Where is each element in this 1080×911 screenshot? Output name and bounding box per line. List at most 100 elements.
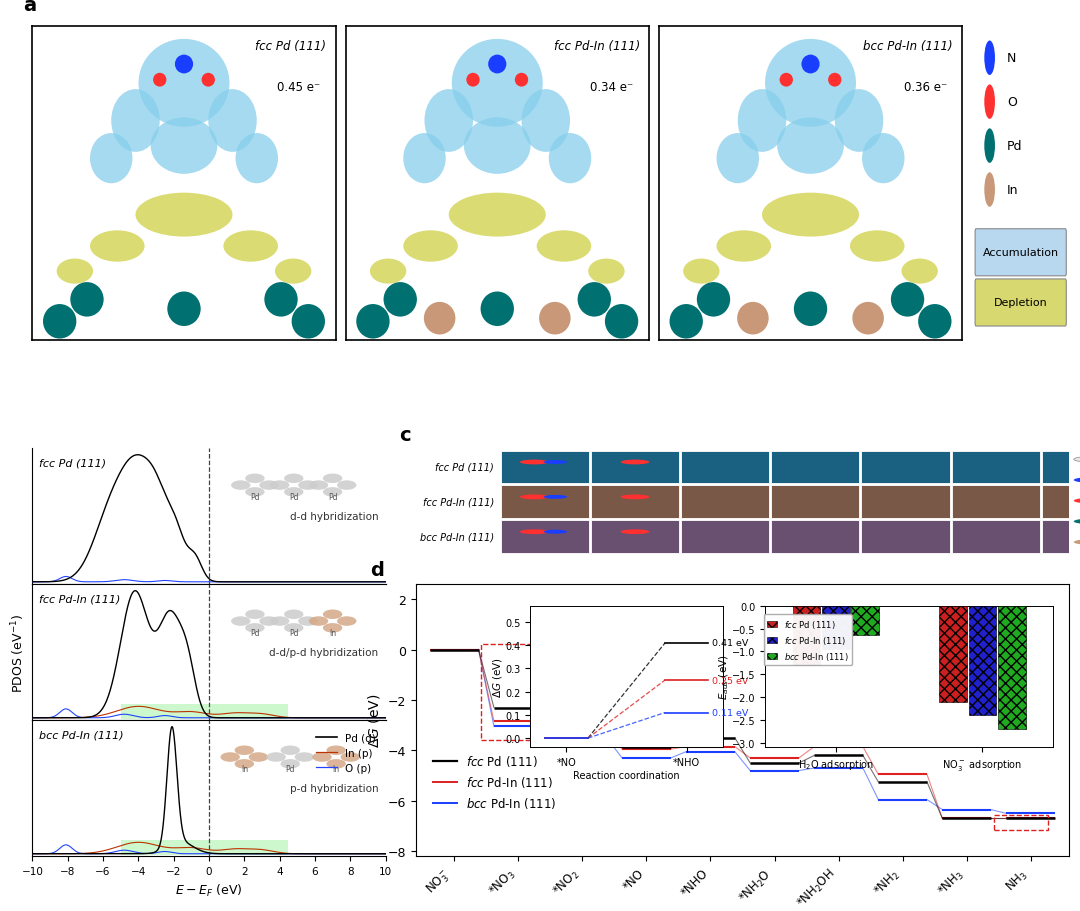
Ellipse shape	[326, 745, 346, 755]
Ellipse shape	[270, 481, 289, 490]
Circle shape	[697, 282, 730, 317]
Ellipse shape	[424, 90, 473, 153]
Circle shape	[605, 304, 638, 339]
Circle shape	[43, 304, 77, 339]
Text: fcc Pd-In (111): fcc Pd-In (111)	[40, 594, 121, 604]
Bar	[501, 521, 589, 553]
Text: fcc Pd (111): fcc Pd (111)	[40, 458, 107, 468]
Circle shape	[265, 282, 298, 317]
Circle shape	[621, 529, 649, 535]
Circle shape	[984, 86, 995, 119]
Ellipse shape	[902, 260, 937, 284]
Bar	[501, 486, 589, 518]
Ellipse shape	[323, 609, 342, 619]
FancyBboxPatch shape	[975, 230, 1066, 277]
Bar	[951, 451, 1040, 484]
Ellipse shape	[403, 231, 458, 262]
Text: bcc Pd-In (111): bcc Pd-In (111)	[863, 40, 953, 53]
Text: Depletion: Depletion	[994, 298, 1048, 308]
Circle shape	[984, 41, 995, 76]
Text: p-d hybridization: p-d hybridization	[289, 783, 378, 793]
Text: fcc Pd (111): fcc Pd (111)	[256, 40, 326, 53]
Ellipse shape	[326, 759, 346, 769]
Text: Pd: Pd	[289, 492, 298, 501]
Text: Accumulation: Accumulation	[983, 248, 1058, 258]
Circle shape	[578, 282, 611, 317]
Text: In: In	[329, 628, 336, 637]
Legend: Pd (d), In (p), O (p): Pd (d), In (p), O (p)	[312, 729, 380, 777]
Ellipse shape	[312, 752, 332, 762]
Text: Pd: Pd	[251, 628, 259, 637]
Circle shape	[891, 282, 924, 317]
Ellipse shape	[275, 260, 311, 284]
Circle shape	[167, 292, 201, 327]
Circle shape	[984, 129, 995, 164]
Circle shape	[70, 282, 104, 317]
Ellipse shape	[56, 260, 93, 284]
Ellipse shape	[323, 487, 342, 497]
Bar	[994, 814, 1048, 830]
Circle shape	[543, 530, 567, 534]
Ellipse shape	[765, 40, 856, 128]
Bar	[591, 451, 679, 484]
Ellipse shape	[224, 231, 278, 262]
Ellipse shape	[281, 745, 300, 755]
Text: fcc Pd (111): fcc Pd (111)	[435, 463, 495, 473]
Bar	[501, 451, 589, 484]
Circle shape	[828, 74, 841, 87]
Bar	[121, 841, 288, 855]
Circle shape	[519, 529, 549, 535]
Ellipse shape	[323, 623, 342, 633]
Circle shape	[1074, 539, 1080, 545]
Ellipse shape	[340, 752, 360, 762]
Ellipse shape	[778, 118, 843, 175]
Circle shape	[1074, 477, 1080, 483]
Circle shape	[356, 304, 390, 339]
Ellipse shape	[862, 134, 905, 184]
Bar	[771, 486, 860, 518]
Text: In: In	[241, 763, 248, 773]
Circle shape	[852, 302, 883, 335]
Ellipse shape	[284, 487, 303, 497]
Ellipse shape	[370, 260, 406, 284]
Ellipse shape	[298, 481, 318, 490]
Text: d-d/p-d hybridization: d-d/p-d hybridization	[269, 648, 378, 658]
Ellipse shape	[464, 118, 530, 175]
Ellipse shape	[90, 231, 145, 262]
Text: Pd: Pd	[1008, 140, 1023, 153]
Ellipse shape	[259, 481, 279, 490]
Bar	[681, 451, 769, 484]
Ellipse shape	[337, 617, 356, 626]
Bar	[1042, 451, 1080, 484]
Circle shape	[488, 56, 507, 75]
Text: c: c	[400, 425, 411, 445]
Circle shape	[918, 304, 951, 339]
Bar	[862, 451, 949, 484]
Bar	[862, 486, 949, 518]
Ellipse shape	[234, 745, 254, 755]
Text: Pd: Pd	[285, 763, 295, 773]
Circle shape	[1074, 519, 1080, 525]
Ellipse shape	[245, 623, 265, 633]
Ellipse shape	[138, 40, 229, 128]
Ellipse shape	[248, 752, 268, 762]
Bar	[862, 521, 949, 553]
Bar	[681, 521, 769, 553]
Ellipse shape	[337, 481, 356, 490]
Text: d: d	[370, 560, 383, 578]
Circle shape	[794, 292, 827, 327]
Circle shape	[515, 74, 528, 87]
Ellipse shape	[284, 474, 303, 484]
Ellipse shape	[549, 134, 591, 184]
Text: bcc Pd-In (111): bcc Pd-In (111)	[40, 730, 124, 740]
Ellipse shape	[111, 90, 160, 153]
FancyBboxPatch shape	[975, 280, 1066, 327]
Text: fcc Pd-In (111): fcc Pd-In (111)	[554, 40, 639, 53]
Bar	[771, 521, 860, 553]
Ellipse shape	[267, 752, 286, 762]
Circle shape	[780, 74, 793, 87]
Circle shape	[175, 56, 193, 75]
Ellipse shape	[284, 623, 303, 633]
Ellipse shape	[135, 193, 232, 238]
Text: 0.45 e⁻: 0.45 e⁻	[278, 80, 321, 94]
